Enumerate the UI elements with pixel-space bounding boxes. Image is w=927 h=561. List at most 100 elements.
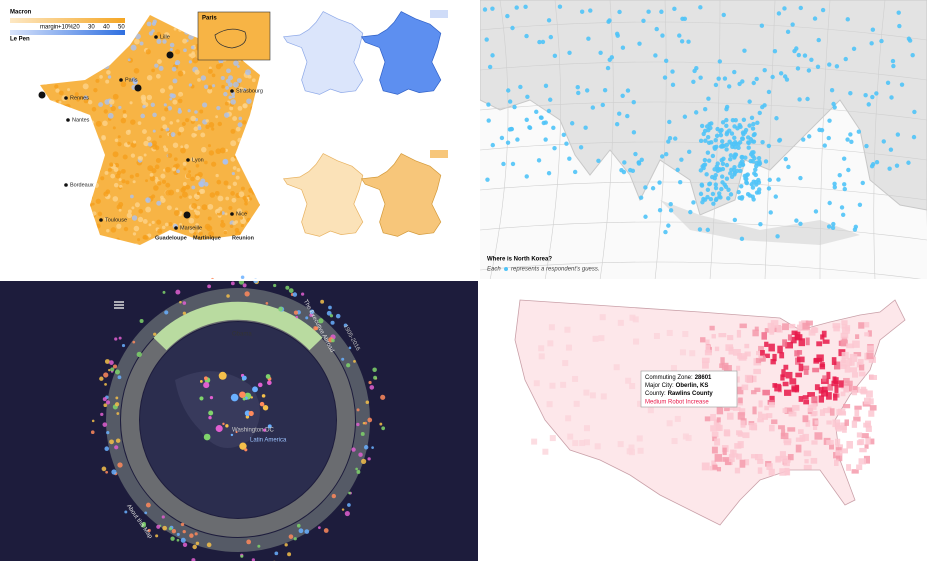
- texture-dot: [229, 106, 234, 111]
- texture-dot: [168, 189, 175, 196]
- texture-dot: [108, 99, 115, 105]
- guess-dot: [826, 135, 831, 141]
- texture-dot: [104, 170, 109, 175]
- texture-dot: [118, 208, 122, 212]
- guess-dot: [709, 121, 714, 126]
- trip-dot: [273, 283, 277, 288]
- texture-dot: [169, 121, 174, 125]
- guess-dot: [657, 180, 662, 185]
- trip-dot: [179, 300, 182, 304]
- texture-dot: [177, 131, 182, 136]
- texture-dot: [231, 94, 235, 99]
- guess-dot: [688, 209, 693, 215]
- county: [799, 435, 806, 442]
- texture-dot: [157, 228, 163, 234]
- texture-dot: [207, 85, 213, 90]
- guess-dot: [797, 97, 802, 102]
- texture-dot: [230, 128, 236, 134]
- menu-icon[interactable]: [114, 301, 124, 309]
- texture-dot: [97, 211, 103, 217]
- guess-dot: [740, 154, 745, 160]
- overseas-label: Martinique: [193, 235, 221, 241]
- texture-dot: [143, 235, 149, 240]
- county: [583, 425, 590, 432]
- county: [755, 357, 762, 364]
- guess-dot: [744, 180, 749, 185]
- trip-dot: [182, 311, 187, 315]
- texture-dot: [177, 109, 182, 114]
- county: [738, 397, 743, 404]
- year-ring: [106, 288, 370, 552]
- county: [769, 395, 775, 403]
- texture-dot: [130, 142, 137, 148]
- trip-dot: [362, 422, 366, 425]
- guess-dot: [749, 115, 755, 120]
- texture-dot: [197, 78, 201, 82]
- texture-dot: [207, 68, 213, 74]
- texture-dot: [152, 129, 156, 133]
- guess-dot: [699, 183, 705, 188]
- county: [704, 416, 711, 422]
- county: [802, 322, 810, 330]
- texture-dot: [167, 153, 173, 158]
- guess-dot: [606, 19, 611, 24]
- county: [866, 345, 875, 351]
- county: [682, 331, 689, 338]
- guess-dot: [636, 161, 642, 166]
- county: [770, 358, 776, 365]
- county: [802, 415, 809, 423]
- county: [846, 384, 853, 392]
- county: [724, 459, 732, 466]
- guess-dot: [510, 25, 515, 31]
- trip-dot: [244, 291, 250, 297]
- guess-dot: [714, 133, 720, 139]
- county: [560, 381, 567, 388]
- trip-dot: [361, 458, 367, 464]
- place-dot: [262, 405, 269, 411]
- guess-dot: [843, 56, 848, 62]
- guess-dot: [579, 9, 585, 14]
- texture-dot: [176, 119, 180, 123]
- county: [572, 375, 579, 382]
- guess-dot: [722, 76, 728, 81]
- marker: [166, 51, 174, 59]
- guess-dot: [561, 132, 567, 137]
- texture-dot: [141, 99, 146, 104]
- texture-dot: [167, 105, 173, 111]
- guess-dot: [758, 221, 763, 227]
- texture-dot: [158, 135, 162, 139]
- guess-dot: [772, 48, 778, 54]
- guess-dot: [763, 159, 769, 164]
- guess-dot: [736, 142, 741, 147]
- guess-dot: [514, 5, 519, 10]
- guess-dot: [754, 76, 759, 82]
- county: [802, 433, 809, 441]
- city-label: Bordeaux: [70, 182, 94, 188]
- guess-dot: [881, 139, 886, 144]
- legend-tick: 30: [88, 25, 95, 31]
- trip-dot: [90, 430, 95, 435]
- texture-dot: [133, 68, 140, 74]
- texture-dot: [55, 88, 60, 93]
- texture-dot: [105, 79, 110, 84]
- county: [798, 363, 804, 372]
- texture-dot: [175, 188, 180, 193]
- texture-dot: [223, 230, 228, 235]
- texture-dot: [151, 140, 157, 146]
- guess-dot: [752, 171, 757, 176]
- texture-dot: [104, 99, 110, 105]
- county: [704, 349, 712, 356]
- texture-dot: [193, 126, 199, 132]
- county: [827, 383, 833, 391]
- guess-dot: [724, 176, 730, 181]
- guess-dot: [707, 181, 713, 186]
- texture-dot: [244, 201, 248, 206]
- county: [840, 332, 849, 339]
- guess-dot: [774, 116, 779, 121]
- texture-dot: [181, 186, 187, 191]
- county: [764, 328, 770, 333]
- guess-dot: [512, 104, 517, 110]
- trip-dot: [91, 419, 95, 423]
- county: [775, 455, 784, 462]
- guess-dot: [625, 88, 631, 93]
